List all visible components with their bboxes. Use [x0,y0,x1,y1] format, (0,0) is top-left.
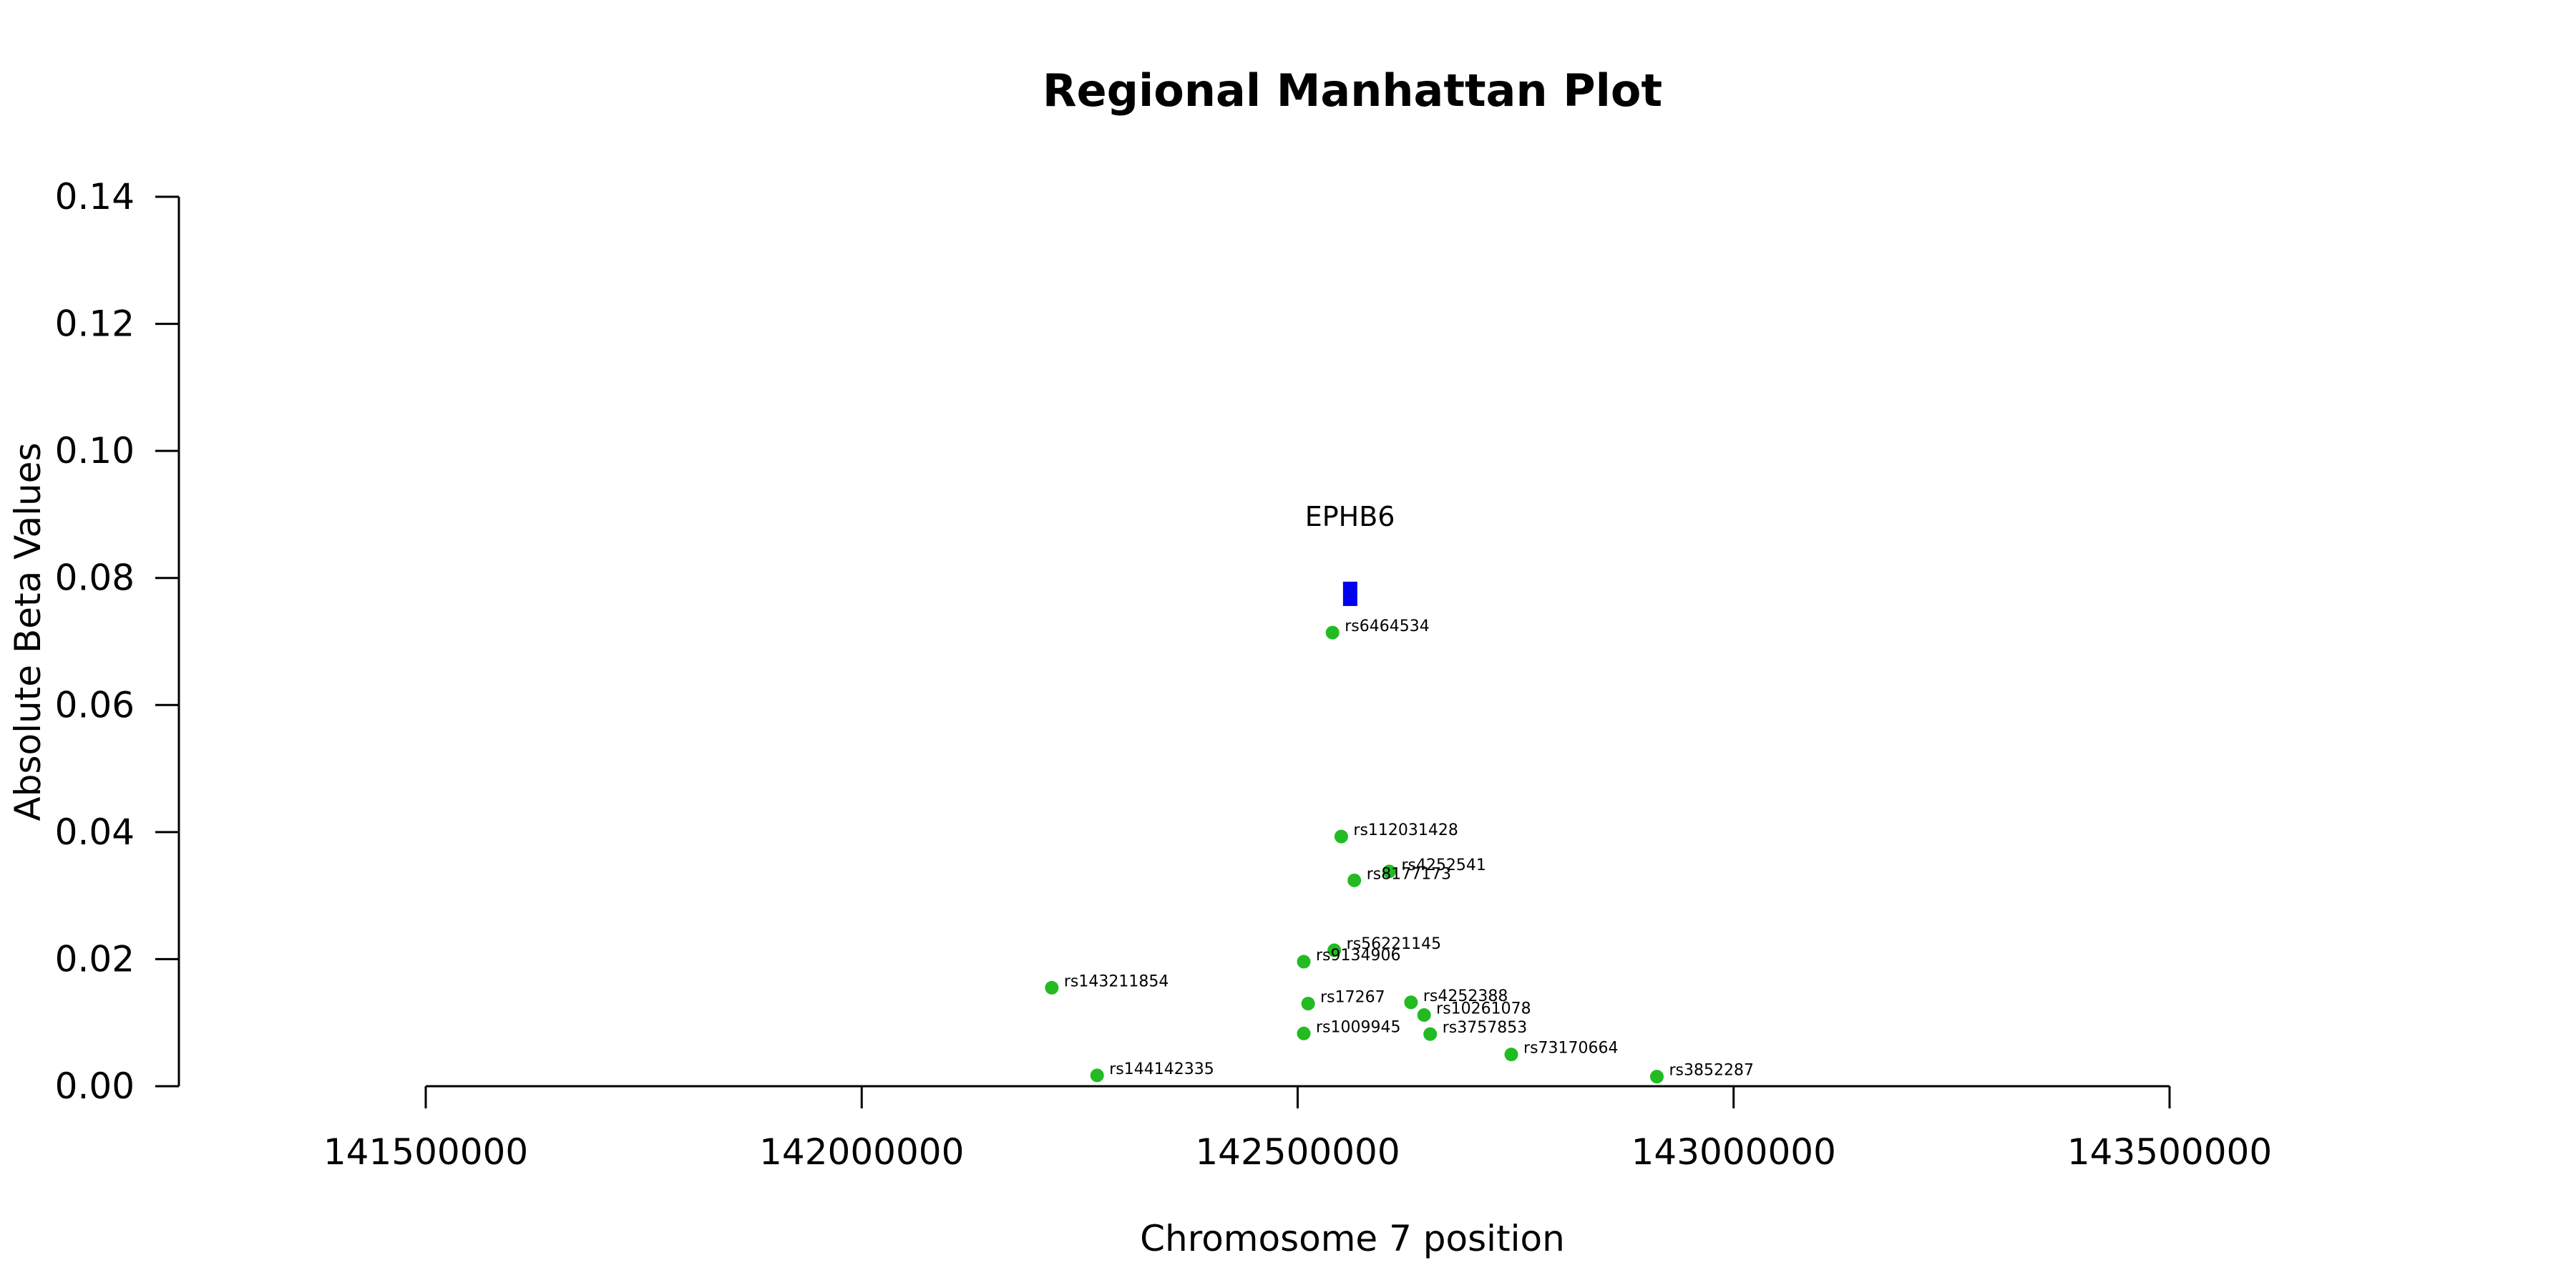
y-tick-label: 0.10 [55,430,135,472]
snp-label: rs6464534 [1345,618,1430,635]
snp-label: rs10261078 [1436,1000,1531,1018]
snp-point [1334,829,1348,844]
snp-point [1090,1068,1104,1083]
snp-label: rs73170664 [1523,1040,1618,1058]
snp-point [1417,1008,1431,1023]
snp-point [1301,997,1315,1011]
gene-layer: EPHB6 [1305,501,1395,606]
y-tick-label: 0.14 [55,176,135,218]
snp-point [1297,955,1311,969]
snp-label: rs3852287 [1669,1062,1755,1080]
y-tick-label: 0.00 [55,1065,135,1107]
snp-point [1045,980,1059,995]
snp-label: rs1009945 [1316,1018,1401,1036]
snp-label: rs143211854 [1064,972,1169,990]
snp-point [1650,1070,1664,1084]
x-tick-label: 143000000 [1631,1131,1836,1173]
snp-point [1382,864,1396,879]
gene-label: EPHB6 [1305,501,1395,532]
x-tick-label: 141500000 [323,1131,528,1173]
chart-title: Regional Manhattan Plot [1043,64,1662,117]
x-tick-label: 143500000 [2067,1131,2272,1173]
snp-point [1404,995,1418,1010]
y-ticks: 0.00 0.02 0.04 0.06 0.08 0.10 0.12 0.14 [55,176,179,1107]
x-axis-label: Chromosome 7 position [1140,1218,1565,1259]
x-tick-label: 142000000 [759,1131,964,1173]
snp-label: rs17267 [1320,989,1385,1007]
y-tick-label: 0.12 [55,303,135,345]
snp-point [1423,1027,1438,1041]
snp-label: rs4252388 [1423,987,1508,1005]
snp-label: rs112031428 [1353,821,1458,839]
y-tick-label: 0.08 [55,557,135,599]
snp-point [1297,1026,1311,1040]
y-axis-label: Absolute Beta Values [7,443,49,821]
snp-point [1504,1048,1518,1062]
snp-label: rs144142335 [1109,1060,1214,1078]
snp-label: rs4252541 [1401,857,1485,874]
snp-label: rs8177173 [1367,865,1452,883]
gene-block [1342,581,1357,606]
snp-label: rs9134906 [1316,947,1401,965]
snp-point [1347,873,1362,887]
snp-point [1327,943,1342,957]
y-tick-label: 0.04 [55,811,135,853]
snp-label: rs3757853 [1443,1019,1527,1037]
snp-label: rs56221145 [1347,935,1441,953]
y-tick-label: 0.06 [55,684,135,726]
snp-point [1325,625,1340,640]
y-tick-label: 0.02 [55,938,135,980]
x-ticks: 141500000 142000000 142500000 143000000 1435… [323,1086,2272,1173]
x-tick-label: 142500000 [1195,1131,1400,1173]
